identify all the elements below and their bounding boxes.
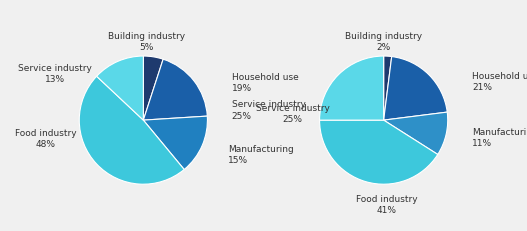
Text: Service industry
25%: Service industry 25% — [232, 100, 306, 121]
Text: Building industry
5%: Building industry 5% — [108, 32, 185, 52]
Text: Service industry
25%: Service industry 25% — [256, 104, 329, 124]
Wedge shape — [319, 56, 384, 120]
Text: Food industry
41%: Food industry 41% — [356, 195, 418, 215]
Wedge shape — [96, 56, 143, 120]
Wedge shape — [319, 120, 438, 184]
Wedge shape — [384, 56, 392, 120]
Text: Service industry
13%: Service industry 13% — [18, 64, 92, 84]
Text: Food industry
48%: Food industry 48% — [15, 129, 77, 149]
Wedge shape — [79, 76, 184, 184]
Text: Building industry
2%: Building industry 2% — [345, 32, 422, 52]
Wedge shape — [384, 112, 448, 155]
Text: Household use
19%: Household use 19% — [232, 73, 298, 93]
Wedge shape — [384, 57, 447, 120]
Text: Manufacturing
15%: Manufacturing 15% — [228, 145, 294, 165]
Wedge shape — [143, 116, 208, 170]
Wedge shape — [143, 56, 163, 120]
Text: Manufacturing
11%: Manufacturing 11% — [472, 128, 527, 148]
Text: Household use
21%: Household use 21% — [472, 72, 527, 92]
Wedge shape — [143, 59, 207, 120]
